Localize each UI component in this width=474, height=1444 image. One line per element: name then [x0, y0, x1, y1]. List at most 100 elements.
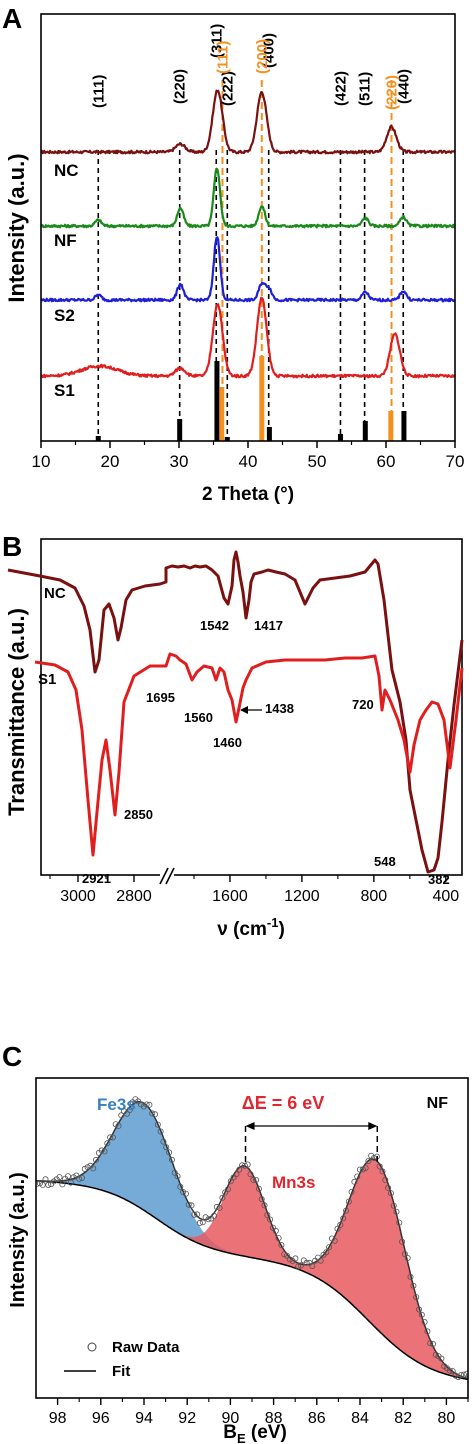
raw-data-point	[118, 1112, 125, 1119]
raw-data-point	[295, 1263, 302, 1270]
raw-data-point	[278, 1242, 285, 1249]
raw-data-point	[396, 1219, 403, 1226]
raw-data-point	[463, 1370, 468, 1377]
x-tick-label: 92	[178, 1410, 196, 1427]
panel-a-xrd: A Intensity (a.u.) (111) (220)(311)(222)(…	[2, 3, 464, 505]
raw-data-point	[376, 1163, 383, 1170]
raw-data-point	[149, 1110, 156, 1117]
panel-c-ylabel: Intensity (a.u.)	[7, 1172, 29, 1308]
raw-data-point	[362, 1165, 369, 1172]
label-sample-nf: NF	[427, 1095, 449, 1112]
raw-data-point	[348, 1188, 355, 1195]
raw-data-point	[345, 1198, 352, 1205]
raw-data-point	[146, 1101, 153, 1108]
raw-data-point	[399, 1238, 406, 1245]
legend-fit-label: Fit	[112, 1363, 130, 1380]
band-1417: 1417	[254, 618, 283, 633]
reference-bar-orange	[259, 356, 265, 441]
raw-data-point	[255, 1185, 262, 1192]
raw-data-point	[323, 1249, 330, 1256]
raw-data-point	[413, 1294, 420, 1301]
band-720: 720	[352, 697, 374, 712]
ftir-curve-nc	[7, 550, 464, 874]
x-tick-label: 3000	[60, 888, 96, 905]
raw-data-point	[326, 1244, 333, 1251]
band-1438: 1438	[265, 701, 294, 716]
raw-data-point	[401, 1251, 408, 1258]
legend-raw-label: Raw Data	[112, 1339, 180, 1356]
ftir-curve-s1	[34, 652, 464, 857]
raw-data-point	[79, 1175, 86, 1182]
raw-data-point	[452, 1372, 459, 1379]
raw-data-point	[272, 1227, 279, 1234]
raw-data-point	[115, 1122, 122, 1129]
raw-data-point	[309, 1263, 316, 1270]
raw-data-point	[261, 1202, 268, 1209]
arrow-1438	[240, 706, 262, 714]
raw-data-point	[410, 1282, 417, 1289]
x-tick-label: 90	[222, 1410, 240, 1427]
raw-data-point	[292, 1255, 299, 1262]
raw-data-point	[236, 1166, 243, 1173]
x-tick-label: 88	[265, 1410, 283, 1427]
x-tick-label: 70	[446, 452, 465, 471]
label-mn3s: Mn3s	[272, 1173, 315, 1192]
raw-data-point	[93, 1156, 100, 1163]
sample-label-s2: S2	[54, 306, 75, 325]
raw-data-point	[342, 1207, 349, 1214]
raw-data-point	[143, 1101, 150, 1108]
panel-a-x-ticks: 10 20 30 40 50 60 70	[32, 441, 465, 471]
hkl-label-black: (400)	[261, 33, 278, 68]
raw-data-point	[213, 1203, 220, 1210]
raw-data-point	[160, 1138, 167, 1145]
x-tick-label: 84	[351, 1410, 369, 1427]
panel-b-letter: B	[2, 531, 22, 562]
x-tick-label: 1600	[212, 888, 248, 905]
band-1560: 1560	[184, 710, 213, 725]
x-tick-label: 86	[308, 1410, 326, 1427]
reference-bar-black	[214, 361, 220, 441]
raw-data-point	[241, 1162, 248, 1169]
arrow-right-icon	[368, 1122, 378, 1130]
raw-data-point	[283, 1252, 290, 1259]
x-tick-label: 10	[32, 452, 51, 471]
raw-data-point	[387, 1190, 394, 1197]
x-tick-label: 82	[394, 1410, 412, 1427]
x-tick-label: 800	[361, 888, 388, 905]
raw-data-point	[98, 1147, 105, 1154]
panel-b-x-ticks: 3000 2800 1600 1200 800 400	[49, 875, 459, 905]
raw-data-point	[126, 1107, 133, 1114]
raw-data-point	[429, 1341, 436, 1348]
hkl-label-black: (422)	[332, 71, 349, 106]
band-2921: 2921	[82, 871, 111, 886]
ftir-label-s1: S1	[38, 671, 56, 688]
band-1695: 1695	[146, 690, 175, 705]
raw-data-point	[90, 1165, 97, 1172]
hkl-label-orange: (111)	[214, 41, 231, 74]
raw-data-point	[281, 1251, 288, 1258]
raw-data-point	[84, 1164, 91, 1171]
raw-data-point	[258, 1196, 265, 1203]
raw-data-point	[382, 1176, 389, 1183]
raw-data-point	[390, 1202, 397, 1209]
fit-line	[36, 1101, 468, 1380]
raw-data-point	[227, 1178, 234, 1185]
raw-data-point	[432, 1351, 439, 1358]
raw-data-point	[123, 1110, 130, 1117]
xrd-curve-s1	[41, 296, 455, 379]
raw-data-point	[334, 1225, 341, 1232]
raw-data-point	[177, 1183, 184, 1190]
raw-data-point	[446, 1367, 453, 1374]
axis-break-icon	[159, 867, 175, 885]
raw-data-point	[393, 1208, 400, 1215]
raw-data-point	[438, 1355, 445, 1362]
raw-data-point	[365, 1158, 372, 1165]
hkl-label-black: (311)	[208, 24, 225, 58]
hkl-label-black: (511)	[357, 72, 374, 106]
raw-data-point	[244, 1161, 251, 1168]
panel-a-xlabel: 2 Theta (°)	[202, 484, 294, 505]
band-1460: 1460	[213, 735, 242, 750]
band-1542: 1542	[200, 618, 229, 633]
raw-data-point	[151, 1111, 158, 1118]
band-382: 382	[428, 872, 450, 887]
